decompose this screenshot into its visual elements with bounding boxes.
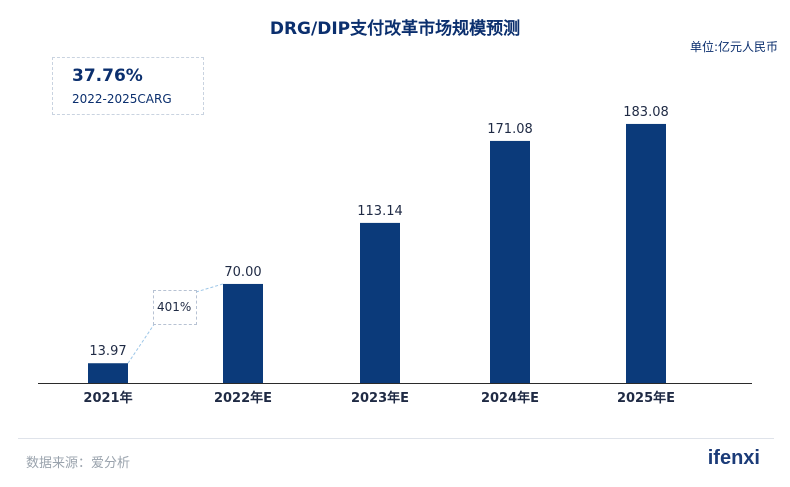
cagr-label: 2022-2025CARG bbox=[72, 92, 172, 106]
unit-label: 单位:亿元人民币 bbox=[689, 40, 778, 54]
connector-line-lower bbox=[127, 322, 156, 364]
growth-connector bbox=[127, 283, 224, 364]
bar-value-label-4: 183.08 bbox=[623, 105, 669, 120]
labels-group: 13.97 2021年 70.00 2022年E 113.14 2023年E 171.08 2… bbox=[83, 105, 675, 406]
category-label-0: 2021年 bbox=[83, 390, 132, 406]
bar-value-label-3: 171.08 bbox=[487, 122, 533, 137]
bar-value-label-0: 13.97 bbox=[89, 344, 126, 359]
bar-4 bbox=[626, 123, 666, 383]
cagr-value: 37.76% bbox=[72, 66, 143, 86]
bar-1 bbox=[223, 283, 263, 383]
cagr-box: 37.76% 2022-2025CARG bbox=[52, 57, 204, 115]
category-label-4: 2025年E bbox=[617, 390, 675, 406]
bar-2 bbox=[360, 222, 400, 383]
bar-3 bbox=[490, 140, 530, 383]
bars-group bbox=[88, 123, 666, 383]
bar-0 bbox=[88, 363, 128, 383]
chart-title: DRG/DIP支付改革市场规模预测 bbox=[269, 19, 521, 39]
bar-value-label-1: 70.00 bbox=[224, 265, 261, 280]
data-source: 数据来源：爱分析 bbox=[26, 456, 131, 471]
category-label-2: 2023年E bbox=[351, 390, 409, 406]
category-label-3: 2024年E bbox=[481, 390, 539, 406]
growth-annotation-text: 401% bbox=[157, 300, 192, 314]
footer-divider bbox=[18, 438, 774, 439]
ifenxi-logo: ifenxi bbox=[707, 447, 760, 469]
growth-annotation-box: 401% bbox=[153, 290, 197, 325]
category-label-1: 2022年E bbox=[214, 390, 272, 406]
bar-value-label-2: 113.14 bbox=[357, 204, 403, 219]
connector-line-upper bbox=[195, 283, 224, 293]
